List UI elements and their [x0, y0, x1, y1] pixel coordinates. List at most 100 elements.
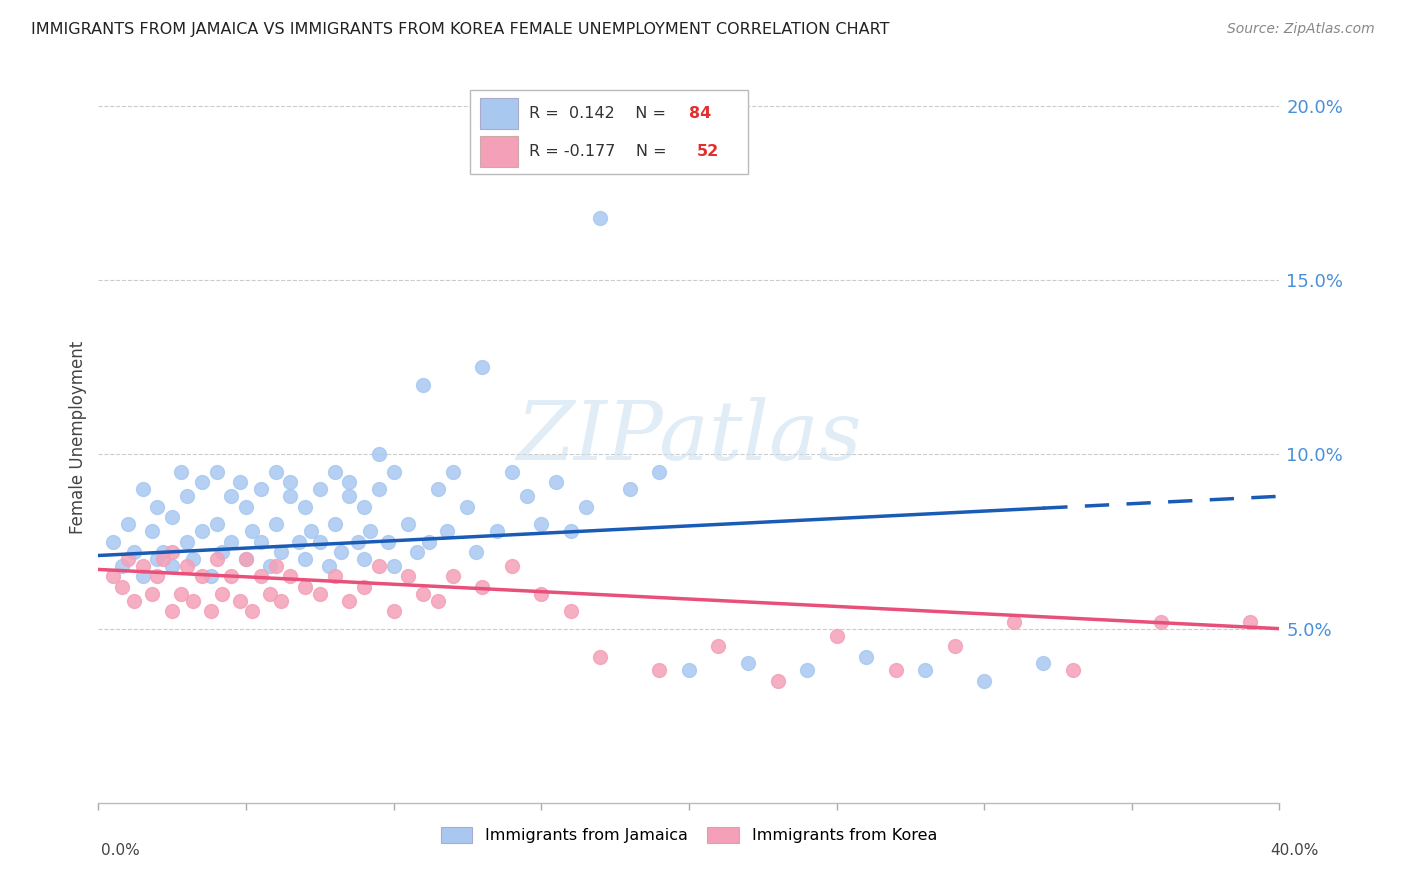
Point: [132, 569, 155, 583]
Point: [516, 489, 538, 503]
Point: [162, 545, 183, 559]
Point: [323, 465, 346, 479]
Point: [141, 587, 163, 601]
Point: [270, 545, 292, 559]
Point: [501, 558, 523, 573]
Point: [441, 465, 464, 479]
Point: [191, 569, 214, 583]
Point: [122, 545, 145, 559]
Point: [589, 649, 612, 664]
Point: [825, 629, 848, 643]
Point: [200, 604, 222, 618]
Point: [353, 552, 375, 566]
Point: [211, 587, 233, 601]
Point: [884, 664, 907, 678]
Point: [796, 664, 818, 678]
Point: [250, 569, 273, 583]
Point: [211, 545, 233, 559]
Point: [221, 534, 243, 549]
Point: [288, 534, 311, 549]
Text: R = -0.177    N =: R = -0.177 N =: [530, 145, 672, 160]
Point: [707, 639, 730, 653]
Point: [264, 465, 287, 479]
Legend: Immigrants from Jamaica, Immigrants from Korea: Immigrants from Jamaica, Immigrants from…: [434, 821, 943, 850]
Point: [353, 500, 375, 514]
Point: [339, 489, 361, 503]
Point: [530, 517, 553, 532]
Point: [117, 517, 139, 532]
Point: [235, 500, 257, 514]
Point: [368, 558, 391, 573]
Point: [465, 545, 488, 559]
Point: [678, 664, 700, 678]
Point: [1239, 615, 1261, 629]
Point: [575, 500, 598, 514]
Point: [406, 545, 429, 559]
Point: [229, 475, 252, 490]
Point: [176, 534, 198, 549]
Point: [176, 489, 198, 503]
Text: 40.0%: 40.0%: [1271, 843, 1319, 858]
Point: [418, 534, 440, 549]
Point: [471, 580, 494, 594]
Point: [323, 517, 346, 532]
Bar: [479, 136, 517, 167]
Point: [181, 594, 204, 608]
Point: [766, 673, 789, 688]
Point: [377, 534, 399, 549]
Point: [162, 604, 183, 618]
Point: [309, 483, 332, 497]
Point: [146, 552, 169, 566]
Point: [382, 465, 405, 479]
Point: [176, 558, 198, 573]
Point: [353, 580, 375, 594]
Point: [471, 360, 494, 375]
Point: [221, 569, 243, 583]
Point: [270, 594, 292, 608]
Point: [235, 552, 257, 566]
Point: [103, 569, 125, 583]
Point: [855, 649, 877, 664]
Point: [339, 594, 361, 608]
Point: [1002, 615, 1025, 629]
Point: [280, 569, 302, 583]
Point: [162, 510, 183, 524]
Point: [141, 524, 163, 538]
Point: [200, 569, 222, 583]
Point: [170, 465, 193, 479]
Point: [914, 664, 936, 678]
Text: 52: 52: [697, 145, 720, 160]
Point: [235, 552, 257, 566]
Point: [382, 604, 405, 618]
Point: [132, 483, 155, 497]
Point: [1032, 657, 1054, 671]
Point: [329, 545, 352, 559]
Point: [294, 580, 316, 594]
Point: [339, 475, 361, 490]
Text: ZIPatlas: ZIPatlas: [516, 397, 862, 477]
Point: [560, 604, 582, 618]
Point: [309, 534, 332, 549]
Point: [299, 524, 322, 538]
Point: [382, 558, 405, 573]
Point: [589, 211, 612, 225]
Point: [294, 552, 316, 566]
Point: [347, 534, 370, 549]
Point: [111, 580, 134, 594]
Point: [398, 569, 420, 583]
Point: [280, 489, 302, 503]
Point: [132, 558, 155, 573]
Point: [259, 558, 281, 573]
Point: [1062, 664, 1084, 678]
Point: [427, 483, 450, 497]
Point: [250, 534, 273, 549]
Point: [973, 673, 995, 688]
Point: [398, 517, 420, 532]
Point: [264, 517, 287, 532]
Point: [152, 552, 174, 566]
Point: [146, 500, 169, 514]
Point: [117, 552, 139, 566]
Point: [191, 524, 214, 538]
Point: [205, 465, 228, 479]
Point: [221, 489, 243, 503]
